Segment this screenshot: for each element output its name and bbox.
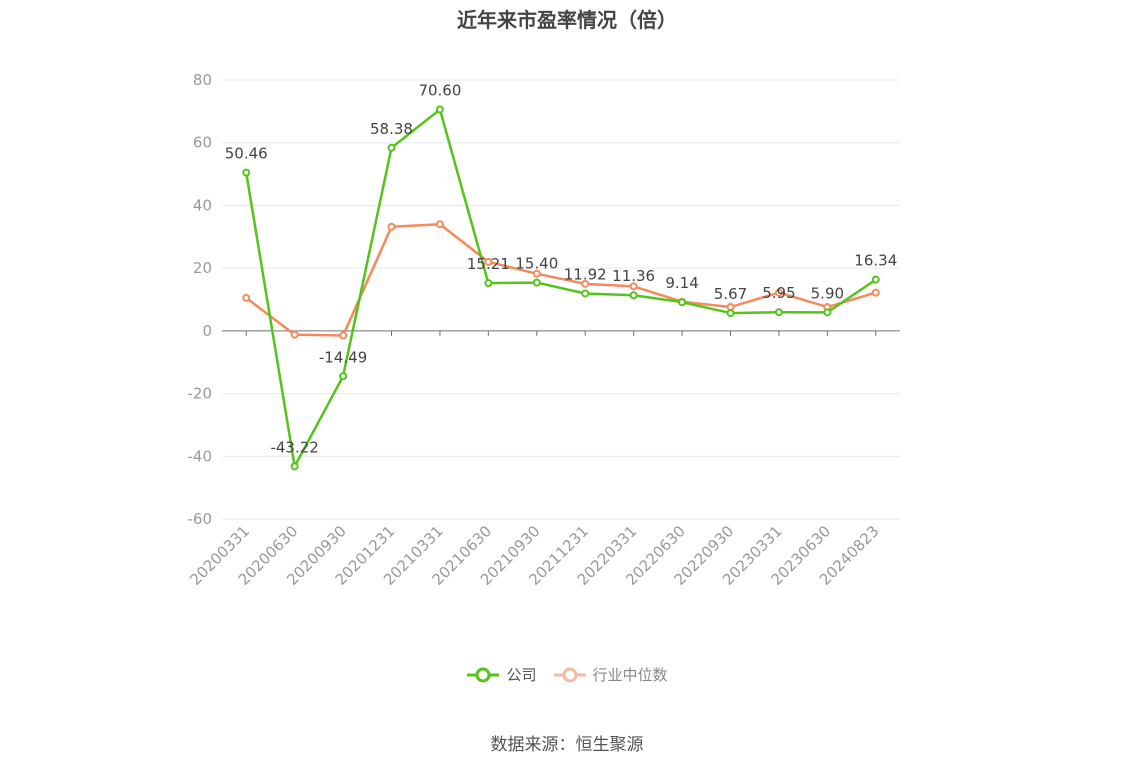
data-label-company: -43.22 — [270, 438, 318, 456]
data-point-company — [774, 308, 783, 317]
data-point-industry-median — [484, 257, 493, 266]
data-point-industry-median — [774, 288, 783, 297]
data-point-industry-median — [532, 269, 541, 278]
data-point-industry-median — [339, 331, 348, 340]
data-point-company — [726, 309, 735, 318]
legend: 公司 行业中位数 — [0, 664, 1134, 685]
data-label-company: 5.90 — [811, 284, 844, 302]
data-point-industry-median — [435, 220, 444, 229]
y-tick-label: 60 — [193, 134, 212, 152]
data-label-company: -14.49 — [319, 348, 367, 366]
data-point-industry-median — [629, 282, 638, 291]
legend-item-industry-median[interactable]: 行业中位数 — [553, 664, 668, 685]
data-point-industry-median — [871, 288, 880, 297]
data-point-company — [290, 462, 299, 471]
legend-label-industry-median: 行业中位数 — [592, 666, 668, 684]
y-tick-label: 80 — [193, 71, 212, 89]
y-tick-label: -60 — [188, 510, 213, 528]
legend-item-company[interactable]: 公司 — [466, 664, 537, 685]
y-tick-label: -40 — [188, 447, 213, 465]
data-point-industry-median — [242, 293, 251, 302]
legend-label-company: 公司 — [506, 666, 537, 684]
data-point-company — [339, 372, 348, 381]
data-point-industry-median — [581, 279, 590, 288]
chart-title: 近年来市盈率情况（倍） — [457, 8, 677, 32]
data-labels: 50.46 -43.22 -14.49 58.38 70.60 15.21 15.40 11.… — [225, 81, 898, 456]
y-tick-label: 20 — [193, 259, 212, 277]
data-point-company — [435, 105, 444, 114]
data-point-company — [242, 168, 251, 177]
data-label-company: 15.21 — [467, 255, 510, 273]
data-point-company — [581, 289, 590, 298]
data-label-company: 11.92 — [564, 265, 607, 283]
legend-marker-industry-median — [553, 667, 586, 682]
data-label-company: 5.95 — [762, 284, 795, 302]
axes: 806040200-20-40-602020033120200630202009… — [186, 71, 900, 589]
y-tick-label: 40 — [193, 196, 212, 214]
data-label-company: 58.38 — [370, 120, 413, 138]
series-line-industry-median — [245, 222, 877, 337]
data-label-company: 5.67 — [714, 285, 747, 303]
data-label-company: 16.34 — [854, 252, 897, 270]
series-line-company — [244, 108, 877, 468]
data-point-company — [871, 275, 880, 284]
data-point-company — [629, 291, 638, 300]
data-point-company — [532, 278, 541, 287]
grid-lines — [222, 79, 900, 520]
data-point-industry-median — [290, 330, 299, 339]
data-label-company: 50.46 — [225, 145, 268, 163]
data-label-company: 70.60 — [418, 81, 461, 99]
legend-marker-company — [467, 667, 500, 682]
data-point-company — [387, 143, 396, 152]
data-label-company: 11.36 — [612, 267, 655, 285]
data-point-industry-median — [387, 222, 396, 231]
data-point-company — [823, 308, 832, 317]
data-label-company: 15.40 — [515, 255, 558, 273]
data-label-company: 9.14 — [665, 274, 698, 292]
y-tick-label: -20 — [188, 385, 213, 403]
y-tick-label: 0 — [202, 322, 212, 340]
series-lines — [242, 105, 880, 471]
source-note: 数据来源：恒生聚源 — [490, 735, 644, 755]
data-point-company — [484, 279, 493, 288]
data-point-company — [678, 298, 687, 307]
